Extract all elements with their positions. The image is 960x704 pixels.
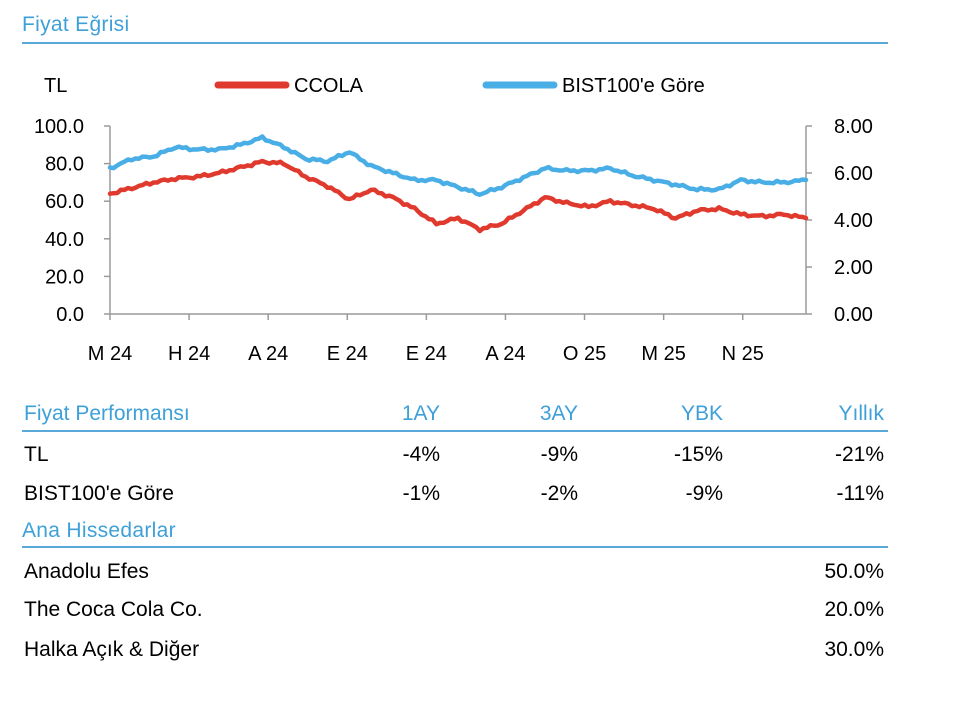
row-label: TL — [24, 443, 49, 466]
list-item: Halka Açık & Diğer 30.0% — [22, 631, 888, 669]
perf-col-yillik: Yıllık — [838, 402, 884, 425]
x-tick-label: H 24 — [168, 343, 210, 365]
shareholder-name: Halka Açık & Diğer — [24, 638, 200, 661]
y-right-tick-label: 4.00 — [834, 210, 873, 232]
y-right-tick-label: 8.00 — [834, 116, 873, 138]
x-tick-label: M 24 — [88, 343, 132, 365]
y-left-axis-title: TL — [44, 75, 67, 97]
x-tick-label: E 24 — [327, 343, 368, 365]
perf-col-ybk: YBK — [680, 402, 723, 425]
x-tick-label: M 25 — [641, 343, 685, 365]
y-left-tick-label: 100.0 — [34, 116, 84, 138]
performance-header: Fiyat Performansı 1AY 3AY YBK Yıllık — [22, 398, 888, 432]
cell-ybk: -15% — [673, 443, 723, 466]
y-left-tick-label: 80.0 — [45, 154, 84, 176]
table-row: BIST100'e Göre -1% -2% -9% -11% — [22, 475, 888, 513]
y-right-tick-label: 2.00 — [834, 257, 873, 279]
series-line-ccola — [107, 158, 809, 234]
list-item: Anadolu Efes 50.0% — [22, 553, 888, 591]
legend-label: CCOLA — [294, 75, 364, 97]
cell-3ay: -2% — [540, 482, 578, 505]
chart-section-title: Fiyat Eğrisi — [22, 8, 888, 44]
perf-col-1ay: 1AY — [401, 402, 440, 425]
shareholders-title: Ana Hissedarlar — [22, 516, 888, 548]
perf-col-3ay: 3AY — [539, 402, 578, 425]
cell-yillik: -21% — [834, 443, 884, 466]
table-row: TL -4% -9% -15% -21% — [22, 436, 888, 474]
cell-1ay: -4% — [402, 443, 440, 466]
shareholder-pct: 20.0% — [824, 598, 884, 621]
x-tick-label: A 24 — [248, 343, 288, 365]
cell-1ay: -1% — [402, 482, 440, 505]
x-tick-label: E 24 — [406, 343, 447, 365]
list-item: The Coca Cola Co. 20.0% — [22, 591, 888, 629]
performance-title: Fiyat Performansı — [24, 402, 190, 425]
price-chart: 0.0 20.0 40.0 60.0 80.0 100.0 0.00 2.00 4.00 6.00… — [34, 75, 873, 365]
y-left-tick-label: 20.0 — [45, 266, 84, 288]
cell-3ay: -9% — [540, 443, 578, 466]
x-tick-label: O 25 — [563, 343, 606, 365]
x-tick-label: N 25 — [722, 343, 764, 365]
series-line-bist100 — [107, 134, 809, 197]
cell-ybk: -9% — [685, 482, 723, 505]
shareholder-pct: 30.0% — [824, 638, 884, 661]
x-tick-label: A 24 — [485, 343, 525, 365]
y-right-tick-label: 0.00 — [834, 304, 873, 326]
cell-yillik: -11% — [836, 482, 884, 505]
legend-label: BIST100'e Göre — [562, 75, 705, 97]
y-left-tick-label: 0.0 — [56, 304, 84, 326]
shareholder-pct: 50.0% — [824, 560, 884, 583]
y-right-tick-label: 6.00 — [834, 163, 873, 185]
shareholder-name: The Coca Cola Co. — [24, 598, 203, 621]
y-left-tick-label: 40.0 — [45, 229, 84, 251]
row-label: BIST100'e Göre — [24, 482, 174, 505]
shareholder-name: Anadolu Efes — [24, 560, 149, 583]
y-left-tick-label: 60.0 — [45, 191, 84, 213]
